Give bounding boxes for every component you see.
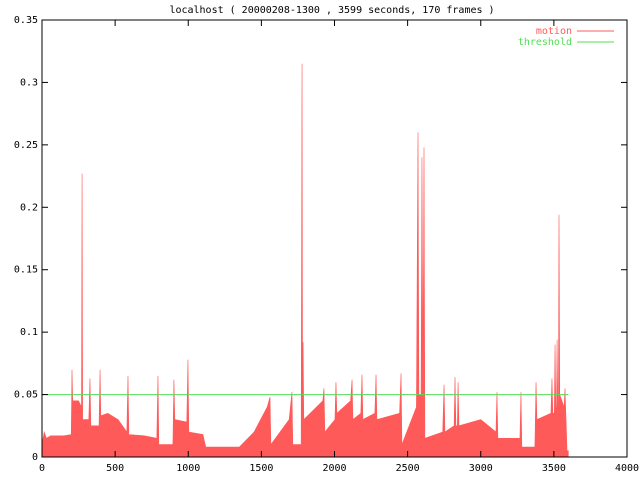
y-tick-label: 0.25 [14,140,38,151]
x-tick-label: 4000 [615,463,639,474]
y-tick-label: 0.1 [20,327,38,338]
x-tick-label: 2000 [322,463,346,474]
x-tick-label: 500 [106,463,124,474]
x-tick-label: 1500 [249,463,273,474]
x-tick-label: 3500 [542,463,566,474]
motion-area [41,63,569,458]
plot-border [41,19,628,458]
y-tick-label: 0.2 [20,202,38,213]
legend-label: threshold [518,37,572,48]
y-tick-label: 0 [32,452,38,463]
chart-title: localhost ( 20000208-1300 , 3599 seconds… [169,5,494,16]
x-tick-label: 3000 [469,463,493,474]
y-tick-label: 0.05 [14,390,38,401]
x-tick-label: 1000 [176,463,200,474]
y-tick-label: 0.35 [14,15,38,26]
y-tick-label: 0.15 [14,265,38,276]
legend-label: motion [536,26,572,37]
x-tick-label: 0 [39,463,45,474]
y-tick-label: 0.3 [20,77,38,88]
x-tick-label: 2500 [396,463,420,474]
